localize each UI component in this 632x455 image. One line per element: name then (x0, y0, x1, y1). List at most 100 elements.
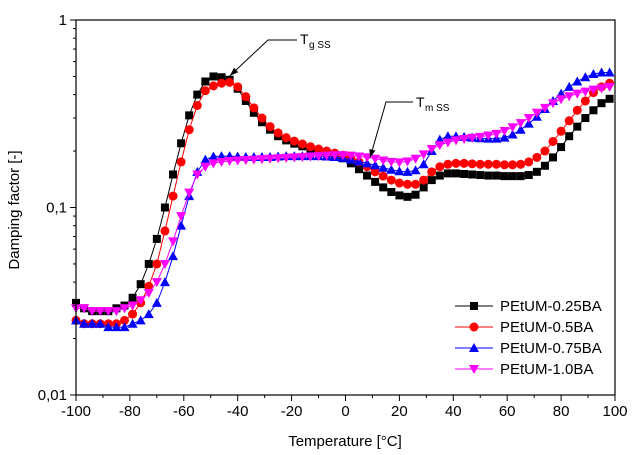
data-point (483, 131, 494, 141)
data-point (402, 166, 413, 176)
data-point (329, 151, 340, 161)
data-point (515, 124, 526, 134)
data-point (540, 161, 549, 170)
data-point (143, 288, 154, 298)
data-point (224, 157, 235, 167)
data-point (151, 297, 162, 307)
data-point (516, 172, 525, 181)
data-point (589, 106, 598, 115)
data-point (564, 116, 574, 126)
legend-entry-3: PEtUM-0.75BA (455, 340, 602, 357)
annotation-leader (229, 39, 297, 77)
data-point (572, 76, 583, 86)
data-point (523, 118, 534, 128)
data-point (225, 77, 235, 87)
data-point (136, 280, 145, 289)
data-point (281, 153, 292, 163)
data-point (176, 157, 186, 167)
data-point (184, 125, 194, 135)
data-point (168, 237, 179, 247)
data-point (378, 171, 388, 181)
data-point (152, 234, 161, 243)
x-tick-label: -80 (119, 403, 141, 420)
data-point (200, 154, 211, 164)
series-line (75, 71, 610, 328)
data-point (273, 154, 284, 164)
data-point (379, 183, 388, 192)
data-point (313, 152, 324, 162)
data-point (605, 94, 614, 103)
data-point (491, 129, 502, 139)
data-point (168, 191, 178, 201)
data-point (387, 187, 396, 196)
data-point (370, 154, 381, 164)
legend-marker (470, 302, 478, 310)
data-point (257, 113, 267, 123)
data-point (573, 122, 582, 131)
data-point (168, 251, 179, 261)
data-point (144, 281, 154, 291)
legend-marker (469, 365, 479, 374)
data-point (499, 126, 510, 136)
data-point (152, 259, 162, 269)
data-point (119, 304, 130, 314)
data-point (249, 108, 258, 117)
x-tick-label: 100 (602, 403, 627, 420)
data-point (354, 165, 363, 174)
data-point (128, 293, 137, 302)
legend-label: PEtUM-1.0BA (500, 361, 593, 378)
data-point (127, 301, 138, 311)
y-tick-label: 0,01 (38, 387, 67, 404)
data-point (483, 159, 493, 169)
data-point (410, 154, 421, 164)
data-point (337, 151, 348, 161)
data-point (249, 103, 259, 113)
x-tick-label: 0 (341, 403, 349, 420)
data-point (564, 81, 575, 91)
data-point (362, 153, 373, 163)
data-point (604, 82, 615, 92)
data-point (135, 296, 146, 306)
data-point (217, 73, 226, 82)
data-point (443, 169, 452, 178)
data-point (564, 92, 575, 102)
data-point (289, 136, 299, 146)
data-point (233, 82, 243, 92)
data-point (143, 309, 154, 319)
data-point (305, 152, 316, 162)
data-point (79, 318, 90, 328)
x-tick-label: -100 (61, 403, 91, 420)
data-point (451, 169, 460, 178)
data-point (297, 152, 308, 162)
data-point (442, 131, 453, 141)
x-axis-title: Temperature [°C] (288, 433, 402, 450)
series-3 (71, 67, 615, 332)
data-point (265, 154, 276, 164)
data-point (467, 159, 477, 169)
data-point (378, 156, 389, 166)
data-point (492, 171, 501, 180)
data-point (418, 159, 429, 169)
data-point (87, 307, 98, 317)
data-point (184, 188, 195, 198)
data-point (151, 278, 162, 288)
data-point (265, 122, 275, 132)
x-tick-label: 60 (499, 403, 516, 420)
annotation-subscript: g SS (309, 40, 331, 51)
data-point (370, 160, 381, 170)
data-point (159, 259, 170, 269)
series-layer (71, 67, 615, 332)
data-point (241, 92, 251, 102)
data-point (499, 132, 510, 142)
data-point (160, 226, 170, 236)
legend-entry-4: PEtUM-1.0BA (455, 361, 593, 378)
data-point (604, 67, 615, 77)
data-point (588, 85, 599, 95)
data-point (402, 179, 412, 189)
data-point (523, 114, 534, 124)
data-point (491, 159, 501, 169)
y-axis-title: Damping factor [-] (6, 150, 23, 269)
legend: PEtUM-0.25BA PEtUM-0.5BA PEtUM-0.75BA PEtUM… (455, 298, 602, 378)
data-point (459, 158, 469, 168)
